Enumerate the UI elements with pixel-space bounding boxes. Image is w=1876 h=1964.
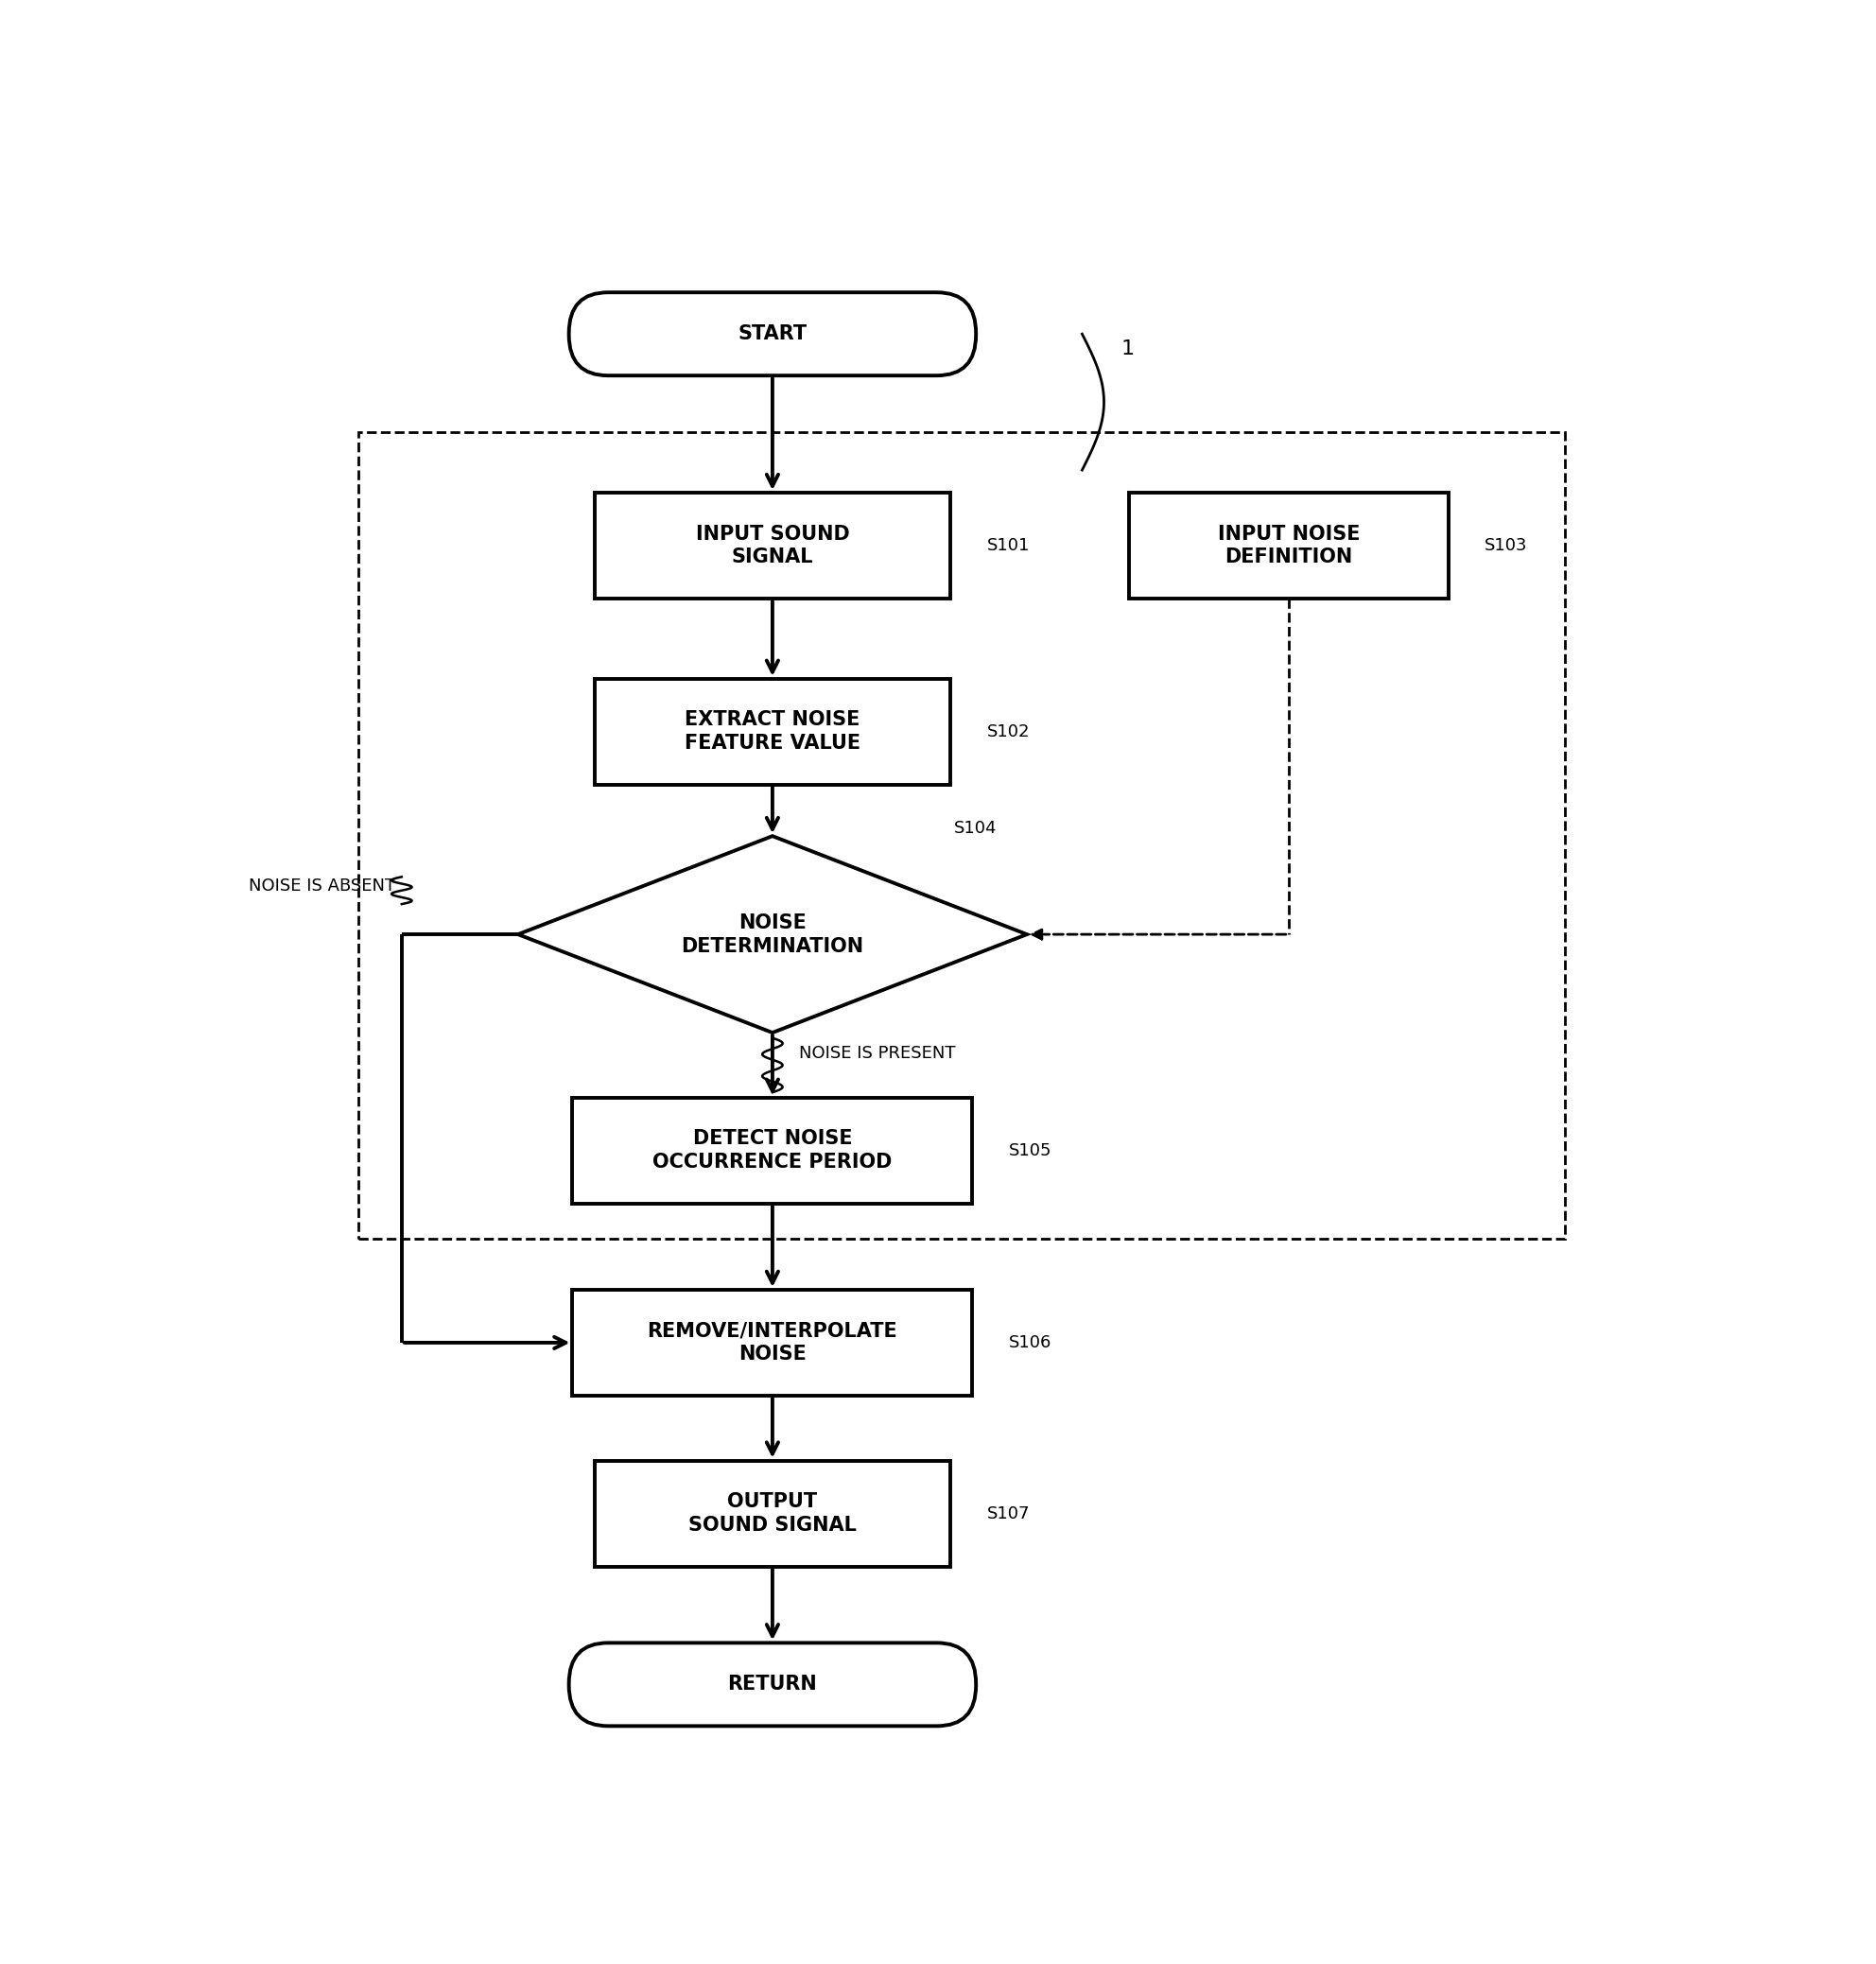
Text: RETURN: RETURN <box>728 1675 818 1693</box>
Text: OUTPUT
SOUND SIGNAL: OUTPUT SOUND SIGNAL <box>688 1493 857 1534</box>
Text: S101: S101 <box>987 538 1030 554</box>
Text: S103: S103 <box>1486 538 1527 554</box>
Bar <box>572 1290 972 1396</box>
Text: INPUT NOISE
DEFINITION: INPUT NOISE DEFINITION <box>1218 524 1360 568</box>
Text: S105: S105 <box>1009 1143 1052 1159</box>
Bar <box>358 432 1565 1239</box>
Bar <box>595 493 951 599</box>
Text: 1: 1 <box>1122 340 1135 359</box>
Text: EXTRACT NOISE
FEATURE VALUE: EXTRACT NOISE FEATURE VALUE <box>685 711 861 752</box>
Text: S107: S107 <box>987 1504 1030 1522</box>
Bar <box>1129 493 1448 599</box>
FancyBboxPatch shape <box>568 1642 976 1726</box>
Text: INPUT SOUND
SIGNAL: INPUT SOUND SIGNAL <box>696 524 850 568</box>
FancyBboxPatch shape <box>568 293 976 375</box>
Bar <box>595 1461 951 1567</box>
Polygon shape <box>518 837 1026 1033</box>
Bar <box>595 680 951 786</box>
Text: NOISE IS ABSENT: NOISE IS ABSENT <box>250 878 396 894</box>
Text: S106: S106 <box>1009 1334 1052 1351</box>
Text: DETECT NOISE
OCCURRENCE PERIOD: DETECT NOISE OCCURRENCE PERIOD <box>653 1129 893 1173</box>
Text: START: START <box>737 324 807 344</box>
Text: S102: S102 <box>987 723 1030 740</box>
Text: NOISE IS PRESENT: NOISE IS PRESENT <box>799 1045 955 1063</box>
Bar <box>572 1098 972 1204</box>
Text: S104: S104 <box>955 821 998 837</box>
Text: NOISE
DETERMINATION: NOISE DETERMINATION <box>681 913 863 956</box>
Text: REMOVE/INTERPOLATE
NOISE: REMOVE/INTERPOLATE NOISE <box>647 1322 897 1363</box>
